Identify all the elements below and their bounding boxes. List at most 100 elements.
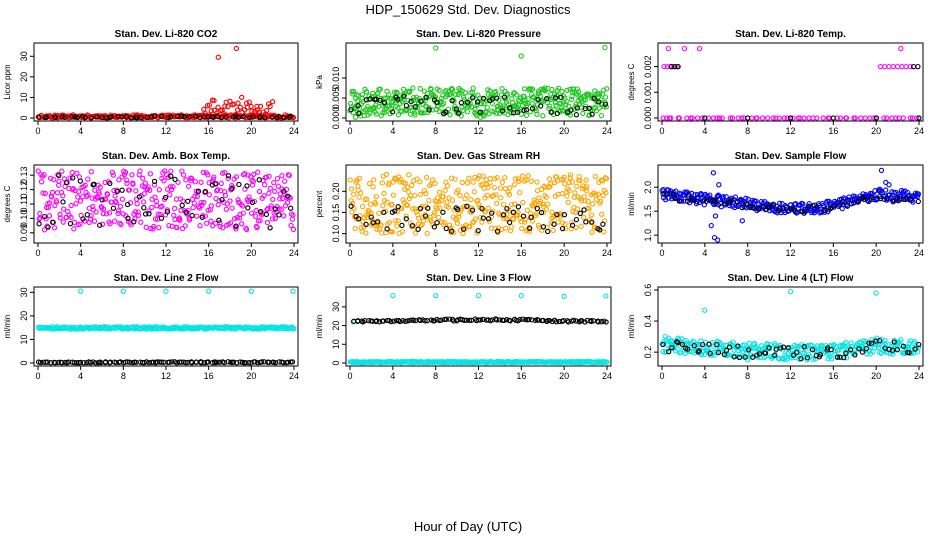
- data-point: [352, 225, 358, 232]
- data-point: [481, 101, 487, 107]
- y-tick-label: 0.010: [331, 67, 341, 90]
- x-tick-label: 8: [433, 371, 438, 381]
- x-tick-label: 8: [433, 248, 438, 258]
- data-point: [374, 318, 380, 324]
- data-point: [151, 182, 158, 188]
- data-point: [470, 179, 476, 185]
- data-point: [371, 177, 377, 183]
- data-point: [93, 209, 99, 215]
- data-point: [881, 196, 887, 202]
- data-point: [171, 205, 178, 212]
- data-point: [792, 209, 798, 215]
- data-point: [475, 228, 481, 234]
- data-point: [581, 207, 587, 213]
- data-point: [534, 205, 540, 212]
- x-tick-label: 12: [473, 126, 483, 136]
- data-point: [81, 360, 87, 366]
- data-point: [781, 115, 787, 121]
- data-point: [511, 181, 517, 188]
- data-point: [67, 175, 73, 181]
- plot-frame: [657, 42, 924, 122]
- data-point: [45, 204, 52, 211]
- x-tick-label: 0: [35, 248, 40, 258]
- data-point: [201, 360, 208, 366]
- data-point: [589, 95, 595, 101]
- data-point: [573, 216, 580, 223]
- data-point: [517, 98, 523, 104]
- y-tick-label: 0.13: [19, 166, 29, 184]
- data-point: [454, 220, 461, 226]
- data-point: [249, 108, 255, 114]
- data-point: [710, 170, 717, 176]
- data-point: [512, 176, 518, 182]
- data-point: [666, 115, 673, 121]
- data-point: [118, 221, 124, 228]
- data-point: [415, 212, 421, 218]
- data-point: [232, 113, 239, 119]
- data-point: [567, 175, 573, 181]
- data-point: [183, 209, 189, 215]
- data-point: [377, 86, 383, 92]
- data-point: [503, 225, 509, 231]
- data-point: [367, 96, 373, 102]
- data-point: [878, 167, 885, 174]
- data-point: [508, 201, 515, 208]
- data-point: [714, 341, 720, 348]
- data-point: [384, 226, 390, 232]
- data-point: [235, 100, 241, 106]
- data-point: [735, 343, 741, 349]
- data-point: [480, 215, 486, 221]
- data-point: [886, 63, 892, 70]
- panel-title: Stan. Dev. Line 3 Flow: [426, 273, 531, 284]
- data-point: [71, 325, 77, 331]
- data-point: [901, 196, 907, 202]
- data-point: [543, 194, 550, 200]
- data-point: [287, 113, 294, 119]
- data-point: [133, 188, 139, 194]
- data-point: [723, 194, 729, 200]
- data-point: [140, 175, 146, 181]
- data-point: [460, 230, 466, 237]
- x-tick-label: 24: [289, 126, 299, 136]
- panel-line4flow: Stan. Dev. Line 4 (LT) Flow 0 4 8 12 16 20 24 0.…: [627, 273, 924, 381]
- data-point: [124, 359, 131, 365]
- data-point: [595, 191, 602, 197]
- data-point: [715, 237, 721, 243]
- data-point: [862, 115, 868, 121]
- data-point: [844, 203, 851, 209]
- data-point: [452, 176, 458, 182]
- y-tick-label: 20: [331, 321, 341, 331]
- data-point: [44, 359, 51, 365]
- data-point: [139, 183, 145, 189]
- x-tick-label: 4: [702, 126, 707, 136]
- data-point: [498, 195, 504, 201]
- data-point: [746, 347, 752, 353]
- data-point: [424, 230, 430, 237]
- y-tick-label: 1.5: [643, 205, 653, 218]
- data-point: [773, 115, 779, 121]
- data-point: [370, 90, 376, 96]
- data-point: [168, 168, 174, 174]
- data-point: [348, 186, 355, 192]
- data-point: [532, 200, 538, 206]
- data-point: [766, 345, 772, 351]
- data-point: [363, 230, 369, 236]
- data-point: [38, 179, 45, 185]
- data-point: [821, 207, 828, 214]
- data-point: [589, 219, 595, 225]
- data-point: [84, 212, 90, 218]
- data-point: [523, 112, 530, 119]
- data-point: [601, 229, 607, 235]
- data-point: [500, 201, 507, 208]
- data-point: [690, 197, 696, 203]
- data-point: [229, 205, 235, 211]
- data-point: [526, 228, 533, 234]
- data-point: [790, 352, 797, 358]
- panel-co2: Stan. Dev. Li-820 CO2 0 4 8 12 16 20 24 0 10 20 30 L…: [3, 29, 299, 136]
- data-point: [50, 219, 56, 225]
- y-tick-label: 10: [331, 339, 341, 349]
- data-point: [245, 359, 252, 366]
- data-point: [216, 197, 222, 204]
- data-point: [373, 102, 379, 108]
- data-point: [723, 347, 730, 354]
